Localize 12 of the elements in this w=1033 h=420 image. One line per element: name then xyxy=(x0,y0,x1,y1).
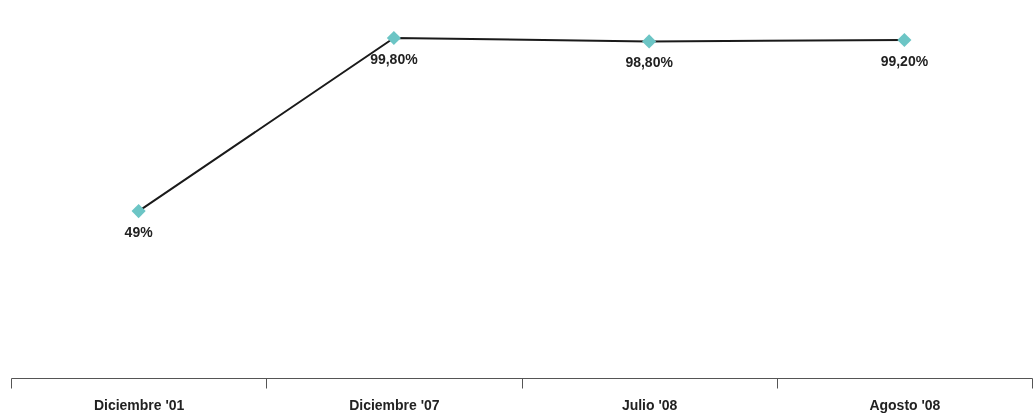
data-label: 98,80% xyxy=(625,54,674,71)
x-tick-label: Diciembre '01 xyxy=(93,396,185,413)
x-tick-label: Julio '08 xyxy=(621,396,678,413)
data-label: 49% xyxy=(124,224,154,241)
point xyxy=(642,34,657,49)
data-label: 99,80% xyxy=(370,51,419,67)
data-label: 99,20% xyxy=(880,53,929,70)
x-tick-label: Agosto '08 xyxy=(869,396,941,413)
point xyxy=(131,204,146,219)
x-tick-label: Diciembre '07 xyxy=(349,396,440,413)
point xyxy=(897,32,912,48)
point xyxy=(386,30,401,46)
